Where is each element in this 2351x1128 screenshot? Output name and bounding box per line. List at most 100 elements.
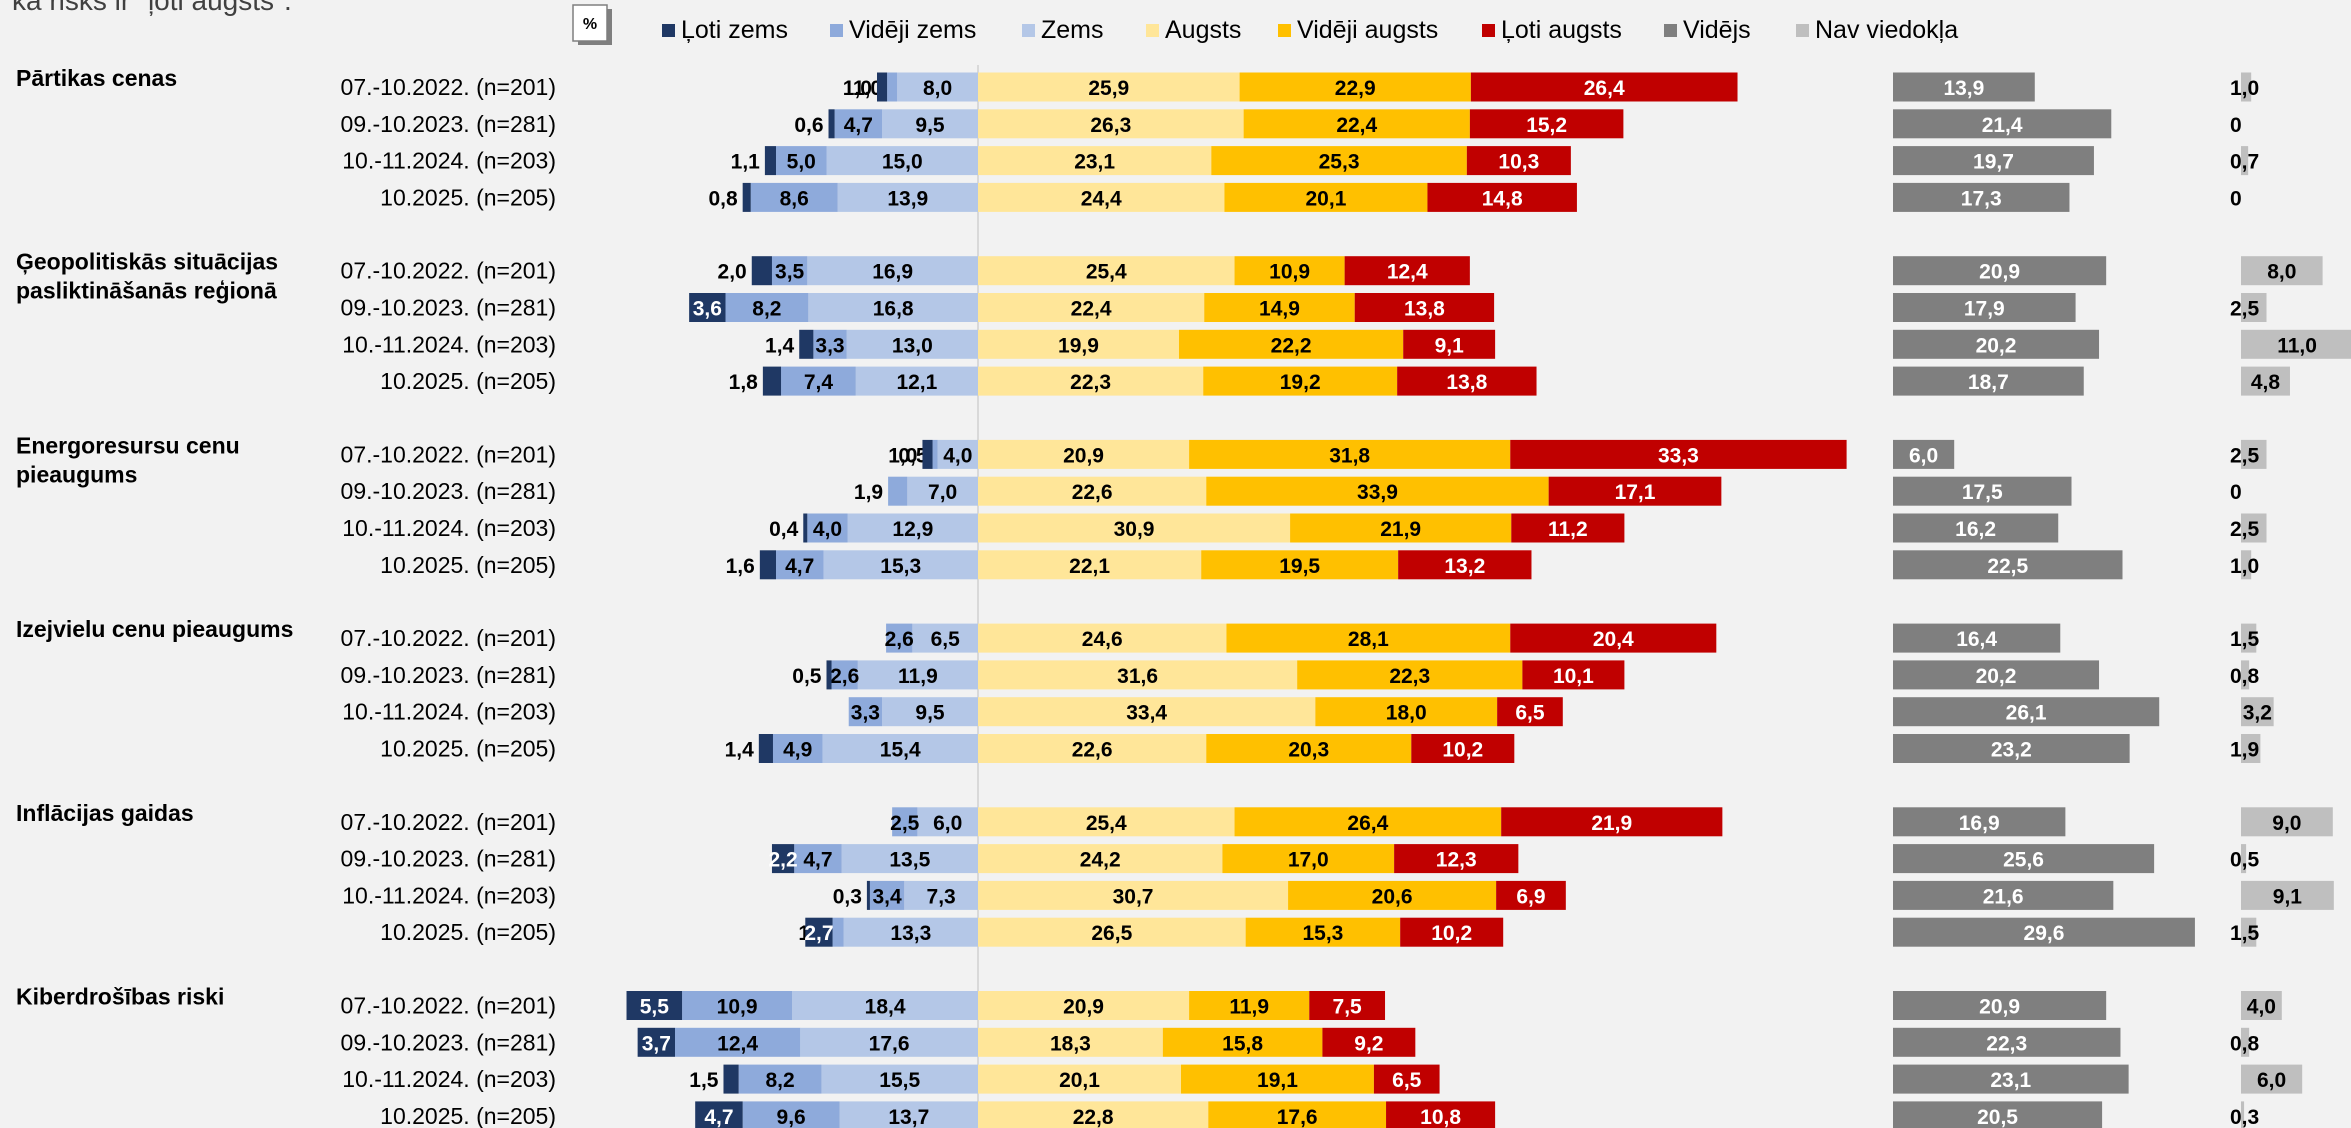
data-label: 3,6 [693,298,722,321]
period-label: 09.-10.2023. (n=281) [341,1029,556,1055]
bar-videjs [1893,182,2070,212]
bar-loti-zems [803,513,808,543]
data-label: 17,0 [1288,849,1329,872]
bar-nav-viedokla [2241,697,2274,727]
bar-videji-zems [869,880,905,910]
data-label: 0,8 [2230,1032,2260,1055]
bar-loti-augsts [1511,513,1625,543]
bar-videji-zems [682,991,793,1020]
data-label: 9,0 [2272,812,2301,835]
bar-zems [917,807,978,837]
bar-videji-augsts [1234,256,1345,286]
data-label: 8,2 [752,298,781,321]
bar-videji-zems [771,256,808,286]
data-label: 3,4 [872,885,902,908]
bar-videji-augsts [1288,880,1497,910]
data-label: 2,5 [2230,444,2260,467]
bar-augsts [978,513,1291,543]
bar-loti-augsts [1510,623,1717,653]
group-label: Energoresursu cenu [16,432,240,458]
data-label: 19,2 [1280,371,1321,394]
bar-zems [826,146,978,176]
data-label: 12,9 [892,518,933,541]
bar-nav-viedokla [2241,256,2323,286]
data-label: 13,7 [888,1106,929,1128]
period-label: 10.-11.2024. (n=203) [342,1066,556,1092]
data-label: 18,7 [1968,371,2009,394]
period-label: 10.2025. (n=205) [380,1103,556,1128]
bar-augsts [978,880,1289,910]
bar-videji-zems [776,146,827,176]
bar-augsts [978,991,1190,1020]
data-label: 25,9 [1088,77,1129,100]
bar-augsts [978,1064,1182,1094]
data-label: 4,9 [783,739,812,762]
data-label: 12,1 [896,371,937,394]
data-label: 20,1 [1059,1069,1100,1092]
data-label: 20,2 [1976,665,2017,688]
period-label: 10.2025. (n=205) [380,368,556,394]
bar-loti-augsts [1427,182,1577,212]
data-label: 3,2 [2243,702,2272,725]
bar-videji-augsts [1211,146,1467,176]
bar-loti-augsts [1397,366,1537,396]
bar-nav-viedokla [2241,1064,2303,1094]
data-label: 25,6 [2003,849,2044,872]
data-label: 9,5 [915,114,945,137]
bar-loti-zems [723,1064,739,1094]
data-label: 2,5 [2230,518,2260,541]
bar-loti-augsts [1309,991,1386,1020]
data-label: 15,2 [1526,114,1567,137]
bar-loti-zems [637,1027,675,1057]
bar-loti-augsts [1373,1064,1440,1094]
bar-videjs [1893,880,2114,910]
data-label: 10,8 [1420,1106,1461,1128]
bar-loti-zems [762,366,782,396]
data-label: 2,5 [890,812,920,835]
data-label: 9,2 [1354,1032,1383,1055]
data-label: 6,5 [1392,1069,1422,1092]
data-label: 0,5 [792,665,822,688]
bar-videjs [1893,329,2100,359]
data-label: 4,7 [803,849,832,872]
bar-loti-augsts [1510,439,1847,469]
bar-loti-zems [626,991,683,1020]
bar-loti-augsts [1398,550,1532,580]
bar-videji-zems [832,917,844,947]
data-label: 8,0 [923,77,952,100]
data-label: 24,4 [1081,187,1122,210]
data-label: 2,5 [2230,298,2260,321]
data-label: 15,4 [880,739,921,762]
bar-augsts [978,293,1205,322]
data-label: 10,1 [1553,665,1594,688]
legend-label-videji-zems: Vidēji zems [849,16,976,44]
bar-loti-zems [922,439,933,469]
bar-videjs [1893,623,2061,653]
bar-loti-zems [771,844,795,874]
bar-loti-augsts [1496,880,1566,910]
bar-nav-viedokla [2241,146,2249,176]
bar-augsts [978,623,1227,653]
bar-zems [897,72,978,102]
bar-augsts [978,1027,1163,1057]
data-label: 20,4 [1593,628,1634,651]
data-label: 1,0 [843,77,872,100]
data-label: 8,6 [780,187,809,210]
bar-nav-viedokla [2241,660,2250,690]
bar-zems [846,329,978,359]
bar-augsts [978,329,1179,359]
period-label: 07.-10.2022. (n=201) [341,258,556,284]
data-label: 3,7 [642,1032,671,1055]
data-label: 20,5 [1977,1106,2018,1128]
bar-loti-augsts [1403,329,1496,359]
data-label: 22,2 [1271,334,1312,357]
bar-videjs [1893,256,2107,286]
bar-augsts [978,734,1207,763]
bar-loti-augsts [1497,697,1563,727]
bar-videji-zems [892,807,918,837]
data-label: 18,4 [865,996,906,1019]
data-label: 17,5 [1962,481,2003,504]
data-label: 1,0 [2230,555,2259,578]
bar-videji-zems [675,1027,801,1057]
bar-videji-zems [725,293,809,322]
